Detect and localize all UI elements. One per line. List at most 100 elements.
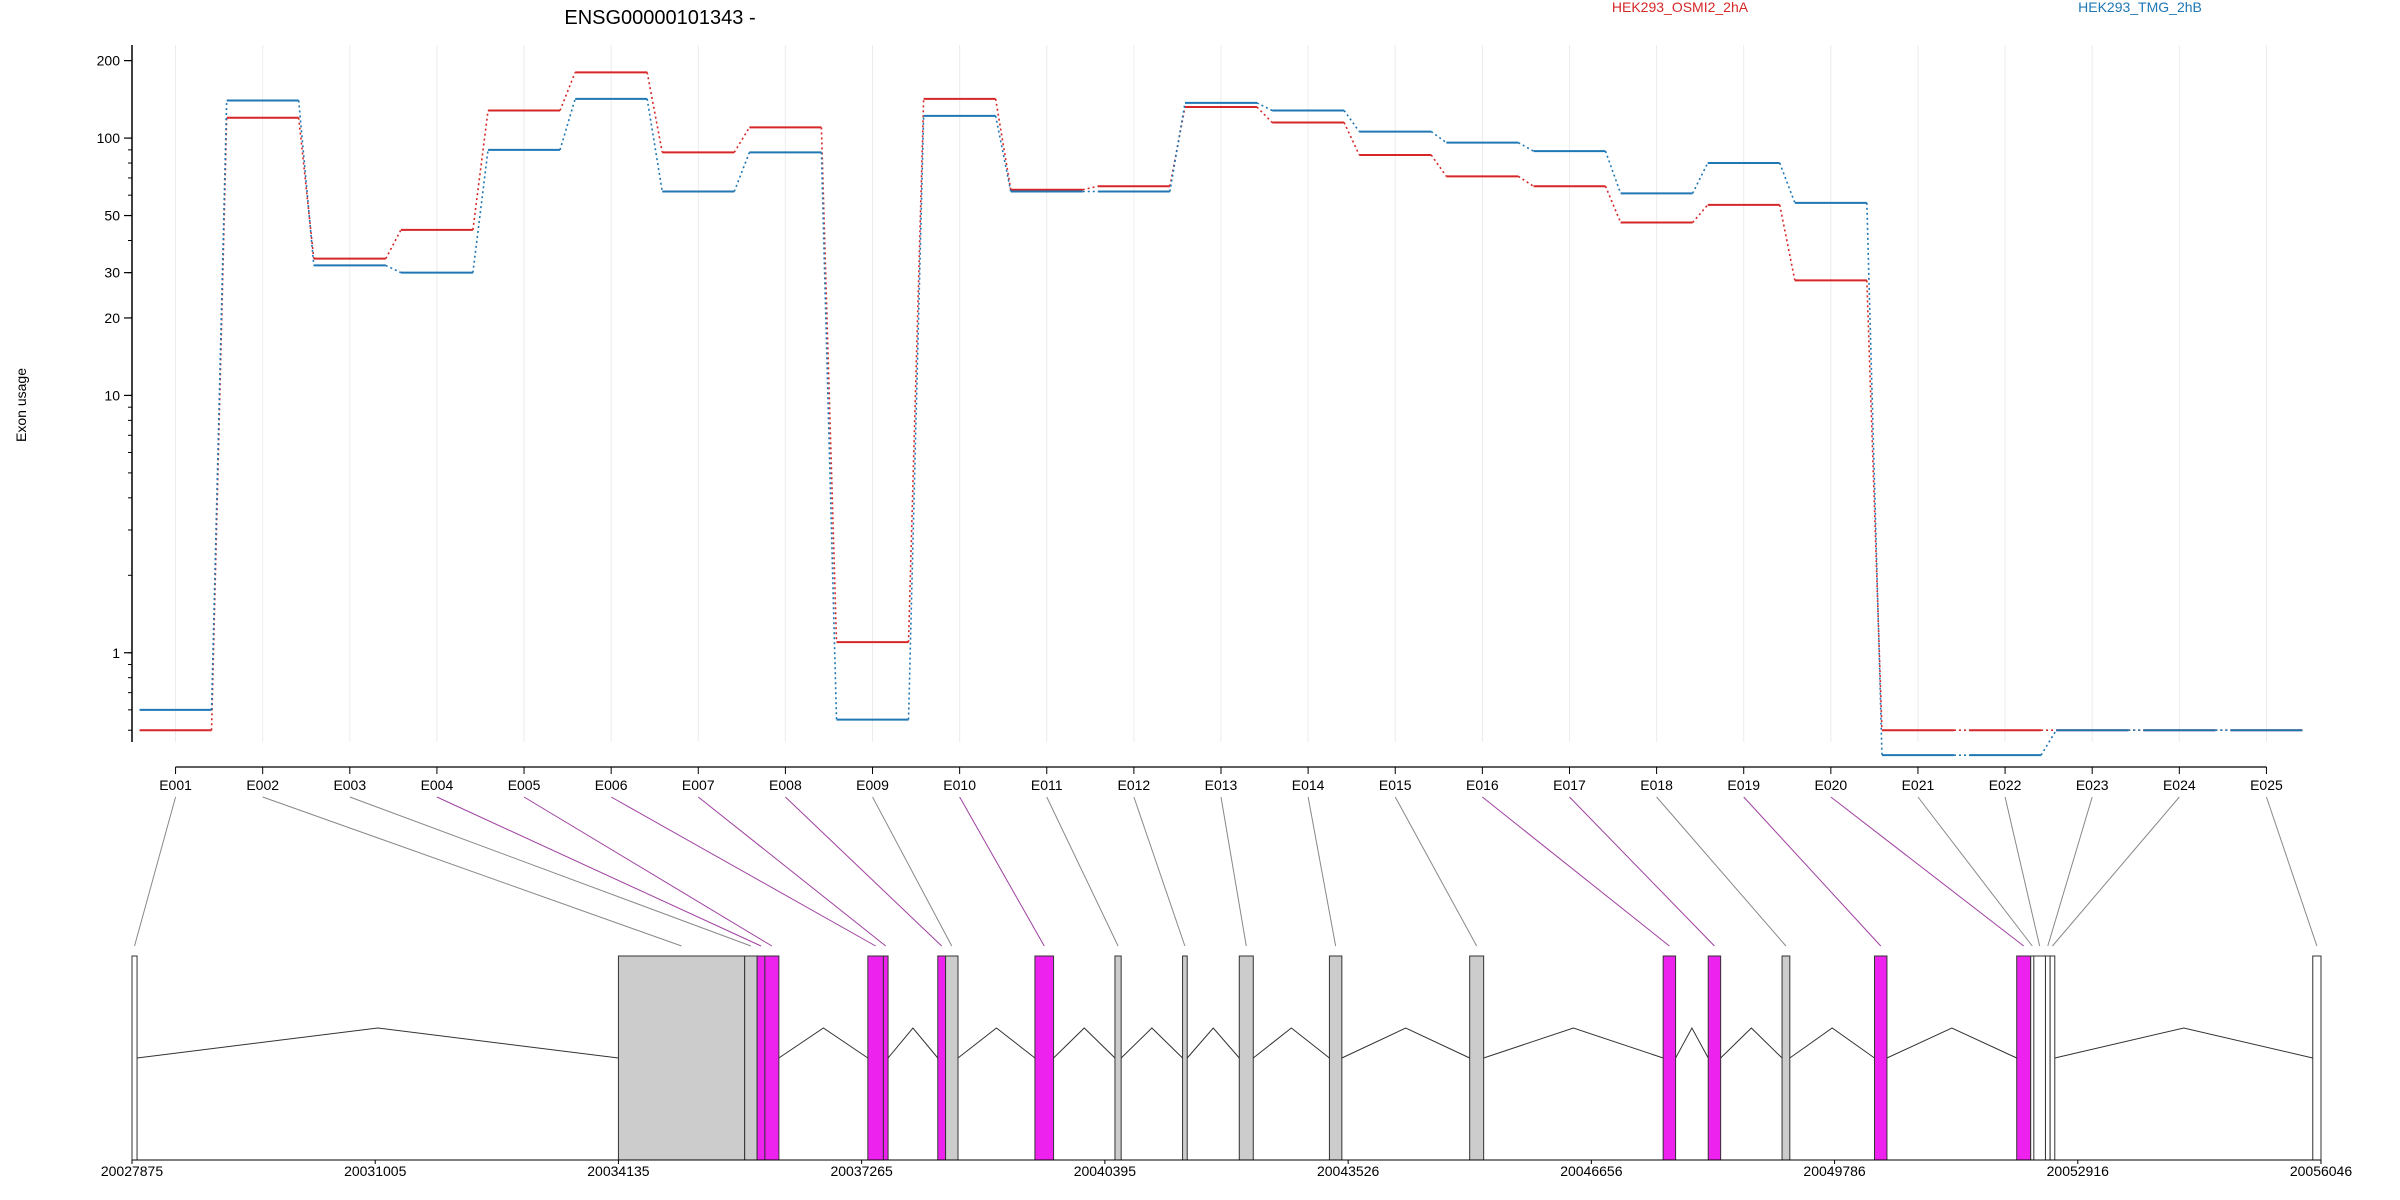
intron-line bbox=[957, 1027, 1036, 1059]
x-tick-label: E025 bbox=[2250, 777, 2283, 793]
series-transition bbox=[1691, 204, 1709, 223]
series-transition bbox=[1343, 122, 1360, 156]
exon-box bbox=[1707, 955, 1722, 1161]
y-axis-label: Exon usage bbox=[13, 368, 29, 442]
coord-tick-label: 20040395 bbox=[1074, 1163, 1137, 1179]
x-tick-label: E019 bbox=[1727, 777, 1760, 793]
series-transition bbox=[907, 115, 925, 720]
series-transition bbox=[1866, 280, 1883, 731]
intron-line bbox=[2054, 1027, 2313, 1059]
gene-model bbox=[131, 955, 2322, 1161]
exon-connector bbox=[262, 796, 682, 947]
series-transition bbox=[2040, 729, 2057, 756]
exon-box bbox=[2016, 955, 2032, 1161]
legend-entry-tmg: HEK293_TMG_2hB bbox=[2078, 0, 2202, 15]
exon-connector bbox=[785, 796, 943, 947]
exon-box bbox=[1781, 955, 1791, 1161]
y-tick-label: 200 bbox=[97, 53, 121, 69]
intron-line bbox=[1252, 1027, 1330, 1059]
exon-connector bbox=[1482, 796, 1670, 947]
exon-box bbox=[867, 955, 884, 1161]
series-transition bbox=[646, 72, 664, 153]
x-tick-label: E010 bbox=[943, 777, 976, 793]
coord-tick-label: 20037265 bbox=[830, 1163, 893, 1179]
x-tick-label: E002 bbox=[246, 777, 279, 793]
series-transition bbox=[385, 264, 402, 274]
series-transition bbox=[1517, 175, 1534, 187]
series-transition bbox=[297, 117, 315, 259]
exon-connector bbox=[436, 796, 762, 947]
y-tick-label: 1 bbox=[112, 645, 120, 661]
intron-line bbox=[1675, 1026, 1709, 1059]
series-transition bbox=[1778, 204, 1796, 281]
exon-connector bbox=[1133, 796, 1186, 947]
exon-connector bbox=[1917, 796, 2033, 947]
series-transition bbox=[1604, 150, 1622, 194]
x-tick-label: E015 bbox=[1379, 777, 1412, 793]
exon-connector bbox=[2265, 796, 2318, 947]
x-tick-label: E008 bbox=[769, 777, 802, 793]
series-transition bbox=[1082, 185, 1099, 191]
series-transition bbox=[1778, 162, 1796, 204]
intron-line bbox=[1483, 1027, 1664, 1059]
coord-tick-label: 20031005 bbox=[344, 1163, 407, 1179]
exon-box bbox=[744, 955, 758, 1161]
y-tick-label: 50 bbox=[104, 208, 120, 224]
genomic-coordinate-axis: 20027875 20031005 20034135 20037265 20040395… bbox=[101, 1159, 2353, 1179]
series-transition bbox=[820, 152, 838, 720]
x-tick-label: E021 bbox=[1902, 777, 1935, 793]
intron-line bbox=[1886, 1027, 2017, 1059]
coord-tick-label: 20046656 bbox=[1560, 1163, 1623, 1179]
series-transition bbox=[1430, 154, 1448, 177]
exon-box bbox=[1034, 955, 1055, 1161]
x-tick-label: E001 bbox=[159, 777, 192, 793]
series-transition bbox=[472, 149, 489, 273]
coord-tick-label: 20027875 bbox=[101, 1163, 164, 1179]
x-tick-label: E022 bbox=[1989, 777, 2022, 793]
intron-line bbox=[887, 1027, 939, 1059]
x-tick-label: E011 bbox=[1031, 777, 1063, 793]
x-tick-label: E014 bbox=[1292, 777, 1325, 793]
series-lines bbox=[139, 71, 2303, 757]
series-transition bbox=[646, 98, 664, 192]
x-tick-label: E024 bbox=[2163, 777, 2196, 793]
exon-box bbox=[2049, 955, 2056, 1161]
intron-line bbox=[1186, 1027, 1240, 1059]
exon-connector bbox=[610, 796, 876, 947]
exon-connector bbox=[959, 796, 1045, 947]
chart-title: ENSG00000101343 - bbox=[564, 7, 755, 29]
coord-tick-label: 20043526 bbox=[1317, 1163, 1380, 1179]
series-transition bbox=[385, 229, 402, 260]
x-tick-label: E013 bbox=[1205, 777, 1238, 793]
intron-line bbox=[1720, 1027, 1783, 1059]
series-transition bbox=[1866, 202, 1883, 756]
series-transition bbox=[1604, 185, 1622, 223]
exon-connector bbox=[349, 796, 752, 947]
x-tick-label: E005 bbox=[508, 777, 541, 793]
coord-tick-label: 20056046 bbox=[2290, 1163, 2353, 1179]
series-transition bbox=[472, 110, 489, 230]
exon-connector bbox=[1394, 796, 1478, 947]
series-transition bbox=[1517, 141, 1534, 152]
y-axis: 1 10 20 30 50 100 200 bbox=[97, 45, 133, 742]
y-tick-label: 100 bbox=[97, 130, 121, 146]
series-transition bbox=[994, 115, 1012, 192]
series-transition bbox=[1691, 162, 1709, 194]
exon-box bbox=[1114, 955, 1122, 1161]
x-tick-label: E003 bbox=[333, 777, 366, 793]
legend-entry-osmi2: HEK293_OSMI2_2hA bbox=[1612, 0, 1749, 15]
exon-box bbox=[2044, 955, 2051, 1161]
series-transition bbox=[297, 100, 315, 266]
y-tick-label: 10 bbox=[104, 387, 120, 403]
series-transition bbox=[733, 127, 751, 153]
series-transition bbox=[1256, 102, 1273, 112]
exon-connector bbox=[872, 796, 953, 947]
intron-line bbox=[1341, 1027, 1470, 1059]
exon-connector bbox=[134, 796, 177, 947]
series-transition bbox=[559, 98, 576, 151]
exon-connector bbox=[1220, 796, 1247, 947]
exon-connector-lines bbox=[134, 796, 2318, 947]
exon-box bbox=[2033, 955, 2046, 1161]
series-transition bbox=[1256, 106, 1273, 124]
series-transition bbox=[907, 98, 925, 643]
